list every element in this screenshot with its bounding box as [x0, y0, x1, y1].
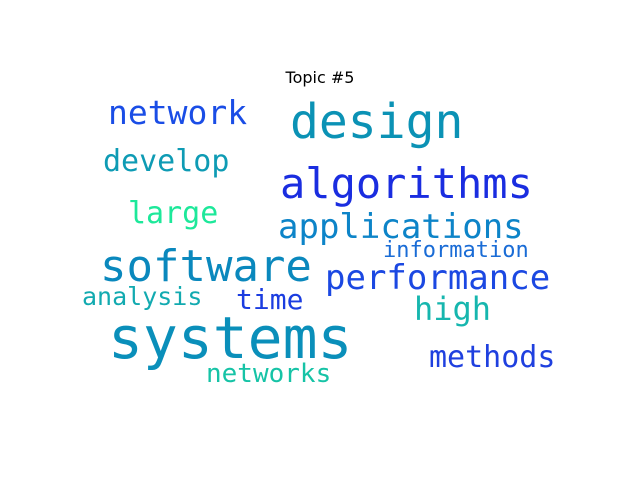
word-applications: applications	[278, 207, 524, 247]
word-performance: performance	[325, 258, 551, 298]
word-time: time	[236, 283, 304, 316]
word-network: network	[108, 93, 248, 132]
word-large: large	[128, 196, 219, 231]
word-design: design	[290, 94, 464, 150]
word-develop: develop	[103, 144, 230, 179]
word-software: software	[100, 241, 312, 292]
word-high: high	[414, 290, 492, 328]
word-information: information	[383, 238, 529, 263]
word-networks: networks	[206, 359, 332, 389]
chart-title: Topic #5	[285, 68, 355, 87]
word-systems: systems	[108, 304, 353, 372]
word-analysis: analysis	[82, 282, 203, 311]
word-methods: methods	[429, 340, 556, 375]
word-algorithms: algorithms	[280, 159, 533, 208]
